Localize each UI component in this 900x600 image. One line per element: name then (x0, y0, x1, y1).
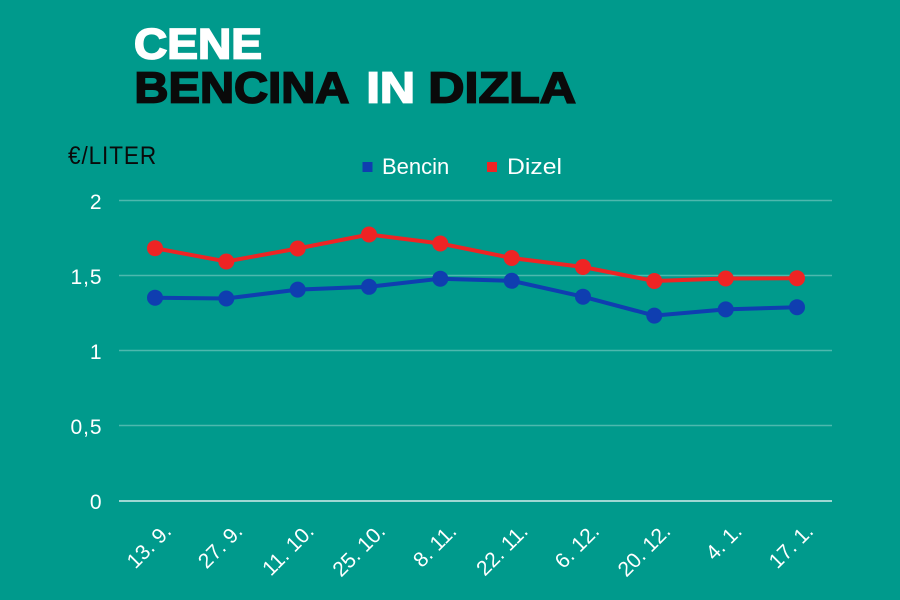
svg-text:0: 0 (90, 491, 102, 514)
svg-text:Dizel: Dizel (507, 154, 562, 179)
svg-text:Bencin: Bencin (382, 154, 449, 179)
svg-text:DIZLA: DIZLA (428, 64, 576, 113)
svg-text:IN: IN (366, 64, 415, 113)
svg-text:BENCINA: BENCINA (134, 64, 349, 113)
svg-text:CENE: CENE (134, 21, 262, 69)
svg-text:1,5: 1,5 (71, 266, 102, 289)
svg-text:2: 2 (90, 191, 102, 214)
svg-text:1: 1 (90, 341, 102, 364)
svg-text:€/LITER: €/LITER (68, 142, 157, 170)
svg-text:0,5: 0,5 (71, 416, 102, 439)
